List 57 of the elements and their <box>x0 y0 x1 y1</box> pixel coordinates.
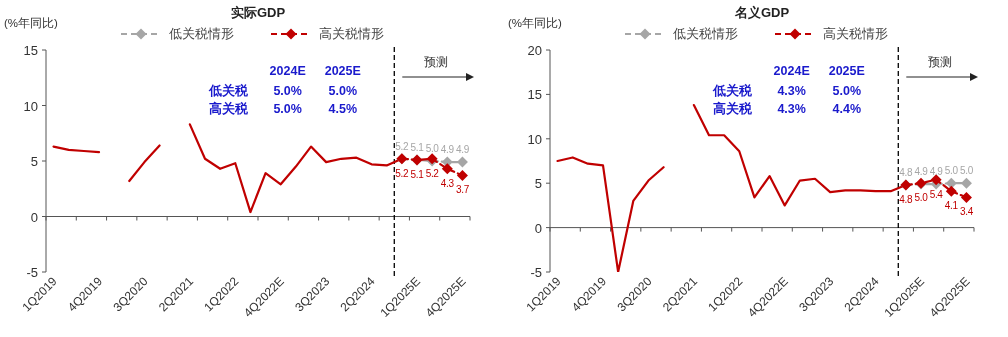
annotation: 2024E <box>773 64 810 78</box>
y-tick-label: -5 <box>26 265 38 280</box>
data-label: 4.8 <box>899 193 914 205</box>
annotation: 低关税 <box>207 83 249 98</box>
data-label: 4.8 <box>899 166 914 178</box>
data-label: 5.2 <box>425 167 440 179</box>
data-label: 5.4 <box>929 188 944 200</box>
annotation: 4.4% <box>832 102 862 116</box>
annotation: 预测 <box>928 55 953 69</box>
legend-label: 低关税情形 <box>169 27 234 41</box>
annotation: 2025E <box>324 64 361 78</box>
data-label: 5.1 <box>410 168 425 180</box>
data-label: 5.0 <box>425 143 440 154</box>
y-tick-label: 15 <box>527 87 542 103</box>
chart-title: 名义GDP <box>733 5 790 20</box>
chart-title: 实际GDP <box>230 5 286 20</box>
y-tick-label: 5 <box>30 154 38 169</box>
legend-label: 高关税情形 <box>319 26 384 41</box>
y-tick-label: 5 <box>534 176 542 192</box>
annotation: 5.0% <box>273 102 302 116</box>
annotation: 预测 <box>424 55 449 69</box>
data-label: 4.9 <box>929 166 944 178</box>
y-tick-label: -5 <box>530 265 542 280</box>
data-label: 4.9 <box>440 144 455 156</box>
data-label: 5.0 <box>959 165 974 177</box>
y-tick-label: 15 <box>23 43 38 58</box>
annotation: 2025E <box>828 64 865 78</box>
data-label: 4.9 <box>455 144 470 156</box>
legend-label: 高关税情形 <box>823 26 888 41</box>
annotation: 2024E <box>269 64 306 78</box>
annotation: 4.3% <box>777 102 806 116</box>
y-tick-label: 0 <box>30 209 38 225</box>
data-label: 4.1 <box>944 200 959 212</box>
annotation: 5.0% <box>328 84 358 98</box>
data-label: 4.3 <box>440 177 455 189</box>
annotation: 5.0% <box>832 84 862 98</box>
y-tick-label: 0 <box>534 220 542 236</box>
y-tick-label: 10 <box>527 131 542 147</box>
y-axis-title: (%年同比) <box>4 17 59 29</box>
data-label: 5.2 <box>395 167 410 179</box>
data-label: 5.0 <box>914 192 929 204</box>
annotation: 4.5% <box>328 102 358 116</box>
y-axis-title: (%年同比) <box>508 17 563 29</box>
legend-label: 低关税情形 <box>673 27 738 41</box>
data-label: 5.2 <box>395 140 410 152</box>
data-label: 3.4 <box>959 206 974 218</box>
data-label: 5.1 <box>410 141 425 153</box>
annotation: 高关税 <box>208 101 249 116</box>
data-label: 3.7 <box>455 184 470 196</box>
annotation: 4.3% <box>777 84 806 98</box>
y-tick-label: 20 <box>527 43 542 58</box>
annotation: 高关税 <box>712 101 753 116</box>
data-label: 4.9 <box>914 166 929 178</box>
y-tick-label: 10 <box>23 98 38 114</box>
annotation: 5.0% <box>273 84 302 98</box>
data-label: 5.0 <box>944 165 959 177</box>
annotation: 低关税 <box>711 83 753 98</box>
